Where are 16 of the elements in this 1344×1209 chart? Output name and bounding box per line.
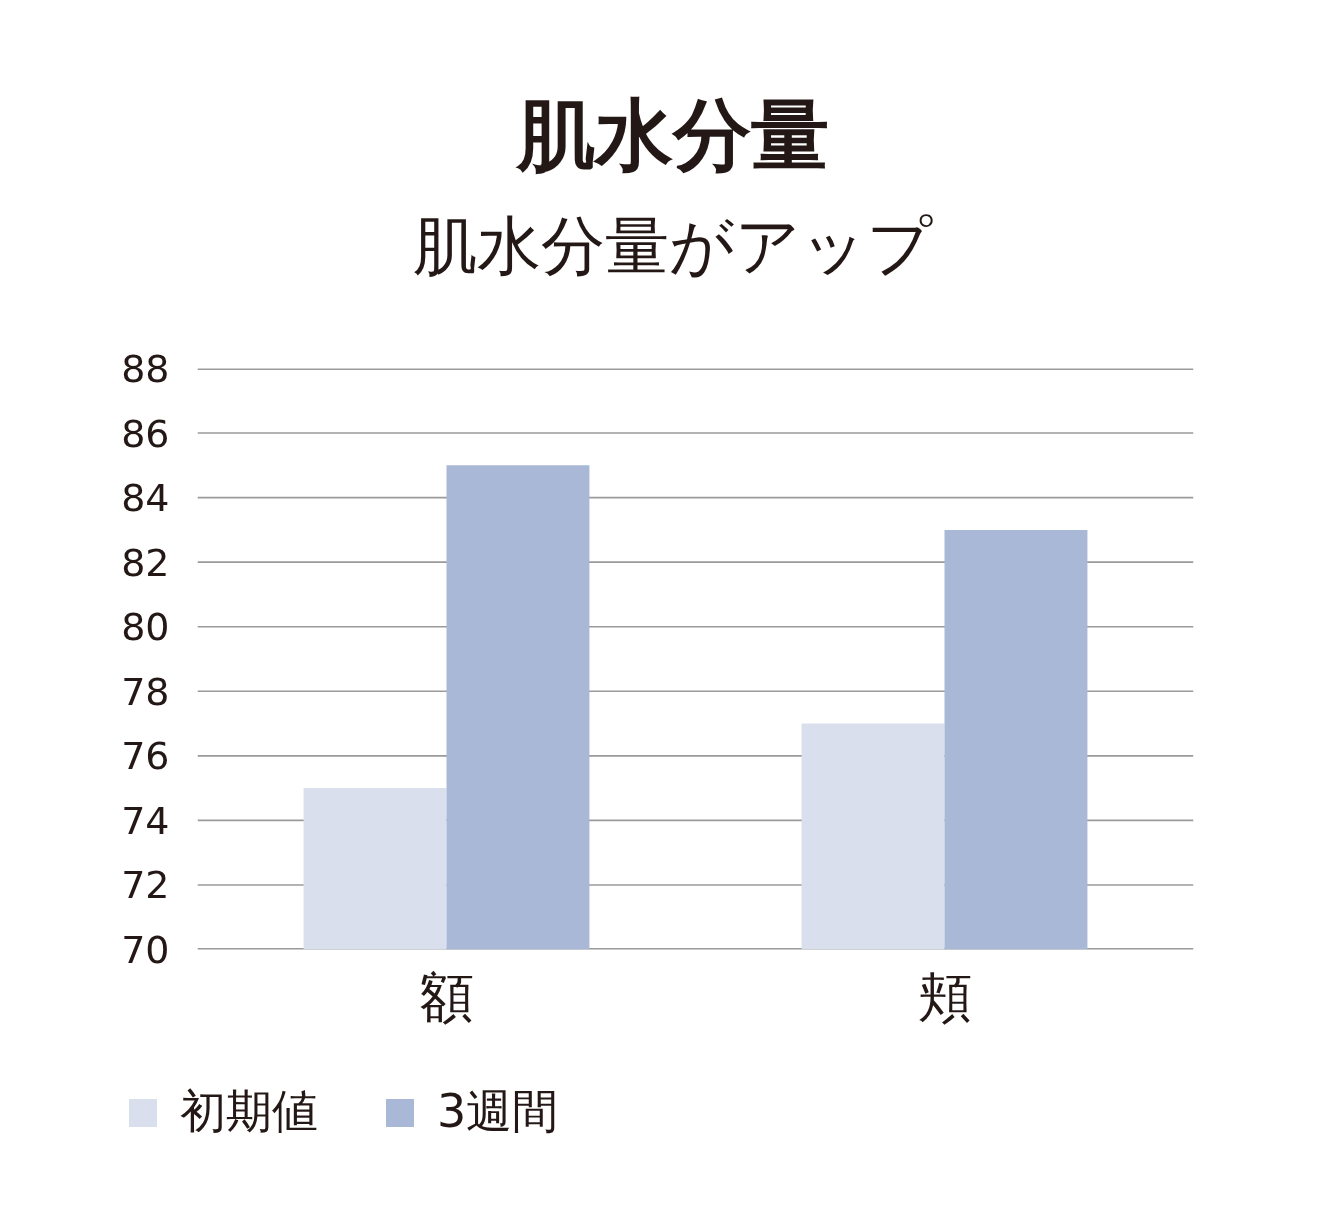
x-tick-label: 額 [419,965,474,1029]
legend-label: 3週間 [437,1083,559,1140]
y-tick-label: 80 [121,605,170,650]
x-tick-label: 頬 [917,965,972,1029]
legend-label: 初期値 [180,1083,318,1140]
y-tick-label: 82 [121,540,170,585]
y-tick-label: 76 [121,734,170,779]
y-tick-label: 88 [121,347,170,391]
y-tick-label: 78 [121,669,170,714]
y-tick-label: 84 [121,476,170,521]
y-tick-label: 86 [121,411,170,456]
y-tick-label: 72 [121,863,170,908]
chart-title: 肌水分量 [514,89,829,180]
y-tick-label: 74 [121,798,170,843]
chart-subtitle: 肌水分量がアップ [412,208,933,283]
y-tick-label: 70 [121,928,170,972]
